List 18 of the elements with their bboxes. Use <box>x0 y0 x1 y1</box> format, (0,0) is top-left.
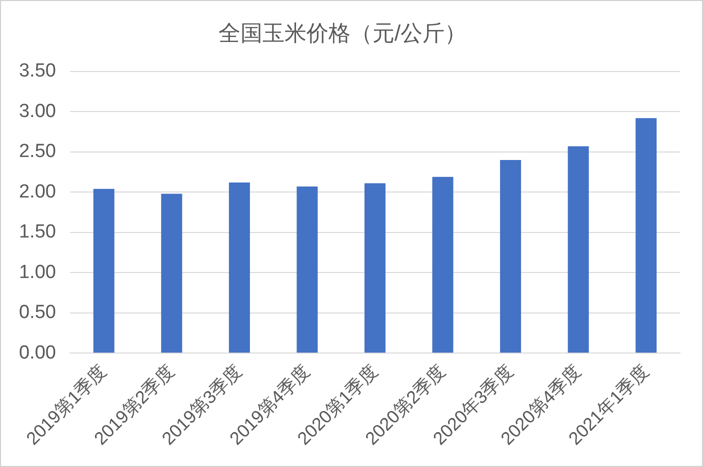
y-tick-label: 3.00 <box>18 100 56 122</box>
y-tick-label: 0.50 <box>18 302 56 324</box>
bar <box>161 194 182 353</box>
bar <box>296 186 318 353</box>
bar <box>500 160 522 353</box>
y-tick-label: 2.50 <box>18 141 56 162</box>
y-tick-label: 3.50 <box>18 60 56 82</box>
y-tick-label: 1.50 <box>18 222 56 243</box>
bar <box>568 146 589 353</box>
bar <box>228 182 250 353</box>
bar <box>432 176 454 353</box>
bar <box>636 118 657 353</box>
y-tick-label: 2.00 <box>18 181 56 202</box>
chart-title: 全国玉米价格（元/公斤） <box>218 20 467 46</box>
y-tick-label: 1.00 <box>18 262 56 283</box>
y-tick-label: 0.00 <box>18 342 56 364</box>
bar <box>93 188 114 353</box>
bar <box>364 183 386 353</box>
